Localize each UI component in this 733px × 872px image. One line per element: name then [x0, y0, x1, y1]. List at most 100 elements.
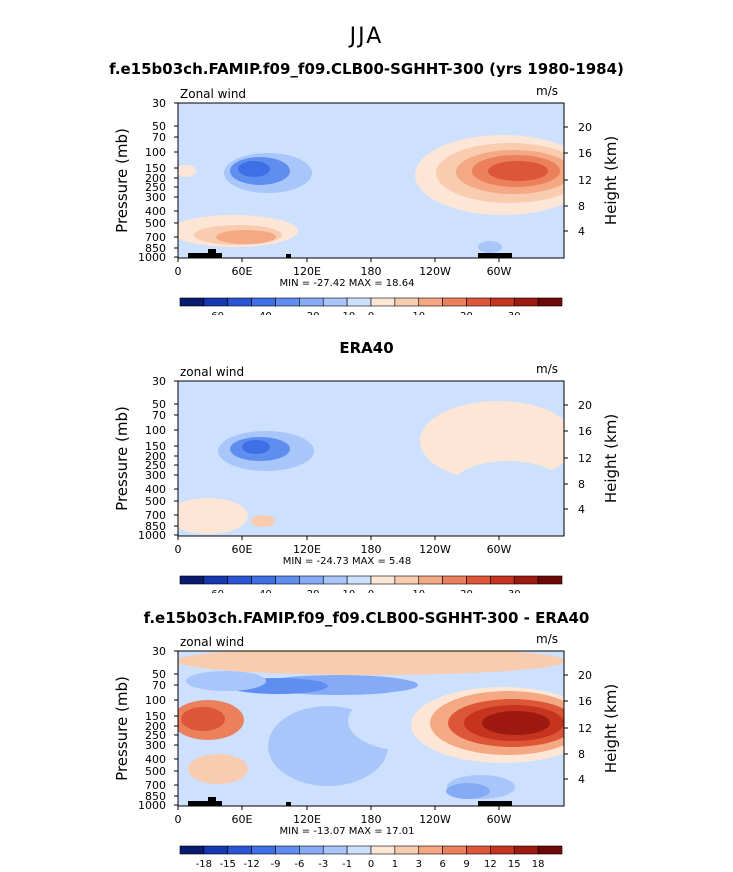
colorbar-swatch	[490, 575, 515, 585]
y2-tick-label: 4	[578, 503, 585, 516]
colorbar-swatch	[394, 575, 420, 585]
x-tick-label: 120W	[419, 543, 451, 556]
colorbar-swatch	[513, 297, 539, 307]
colorbar-label: 10	[412, 589, 425, 593]
y-tick-label: 500	[145, 495, 166, 508]
y2-tick-label: 4	[578, 773, 585, 786]
colorbar-swatch	[251, 575, 276, 585]
colorbar-swatch	[394, 297, 420, 307]
colorbar-swatch	[394, 845, 420, 855]
colorbar-swatch	[490, 297, 515, 307]
min-max-stats: MIN = -24.73 MAX = 5.48	[283, 556, 412, 567]
colorbar-swatch	[418, 575, 443, 585]
x-tick-label: 120W	[419, 813, 451, 826]
colorbar-label: -1	[342, 859, 352, 870]
colorbar-swatch	[322, 845, 348, 855]
colorbar-swatch	[251, 845, 276, 855]
colorbar-swatch	[442, 297, 467, 307]
colorbar-swatch	[227, 845, 252, 855]
y-tick-label: 70	[152, 409, 166, 422]
panel-1-title: f.e15b03ch.FAMIP.f09_f09.CLB00-SGHHT-300…	[109, 60, 624, 78]
colorbar-label: -15	[220, 859, 236, 870]
colorbar-label: -40	[255, 311, 271, 315]
colorbar-swatch	[490, 845, 515, 855]
topography	[208, 797, 216, 802]
y2-axis-title: Height (km)	[602, 136, 620, 225]
topography	[478, 801, 512, 806]
y2-tick-label: 12	[578, 722, 592, 735]
y2-tick-label: 8	[578, 200, 585, 213]
colorbar-label: 0	[368, 589, 374, 593]
y-tick-label: 100	[145, 694, 166, 707]
colorbar-label: 30	[508, 311, 521, 315]
colorbar-label: -3	[318, 859, 328, 870]
y-tick-label: 300	[145, 191, 166, 204]
y-tick-label: 30	[152, 97, 166, 110]
y-tick-label: 50	[152, 668, 166, 681]
y-tick-label: 300	[145, 739, 166, 752]
colorbar-swatch	[370, 845, 396, 855]
colorbar-label: 6	[439, 859, 445, 870]
colorbar-label: 18	[532, 859, 545, 870]
y2-tick-label: 16	[578, 695, 592, 708]
colorbar-label: 15	[508, 859, 521, 870]
y2-tick-label: 20	[578, 121, 592, 134]
y-tick-label: 150	[145, 440, 166, 453]
min-max-stats: MIN = -13.07 MAX = 17.01	[280, 826, 415, 837]
y-tick-label: 150	[145, 162, 166, 175]
y-tick-label: 200	[145, 450, 166, 463]
colorbar-swatch	[299, 297, 324, 307]
contour-region	[216, 230, 276, 244]
y-tick-label: 150	[145, 710, 166, 723]
colorbar-label: 20	[460, 589, 473, 593]
x-tick-label: 180	[361, 813, 382, 826]
y-tick-label: 850	[145, 520, 166, 533]
colorbar-label: 10	[412, 311, 425, 315]
y-tick-label: 400	[145, 205, 166, 218]
colorbar-swatch	[537, 845, 563, 855]
colorbar-swatch	[537, 297, 563, 307]
x-tick-label: 60E	[232, 813, 253, 826]
colorbar-label: 0	[368, 311, 374, 315]
units-label: m/s	[536, 84, 558, 98]
chart-panel-3: zonal wind m/s305070100150200250300400500…	[113, 632, 620, 870]
topography	[286, 254, 291, 258]
y-tick-label: 1000	[138, 529, 166, 542]
contour-region	[478, 241, 502, 253]
y-tick-label: 300	[145, 469, 166, 482]
y-tick-label: 50	[152, 120, 166, 133]
y2-tick-label: 20	[578, 669, 592, 682]
chart-panel-2: zonal wind m/s305070100150200250300400500…	[113, 362, 620, 593]
colorbar-label: -9	[271, 859, 281, 870]
colorbar-label: -10	[339, 589, 355, 593]
y-tick-label: 700	[145, 231, 166, 244]
colorbar-swatch	[251, 297, 276, 307]
contour-region	[178, 651, 564, 675]
colorbar-swatch	[322, 575, 348, 585]
panel-2-title: ERA40	[339, 339, 394, 357]
colorbar-label: -10	[339, 311, 355, 315]
y-tick-label: 400	[145, 483, 166, 496]
y-tick-label: 500	[145, 765, 166, 778]
min-max-stats: MIN = -27.42 MAX = 18.64	[280, 278, 415, 289]
colorbar-swatch	[275, 575, 300, 585]
colorbar-swatch	[227, 297, 252, 307]
colorbar-swatch	[513, 845, 539, 855]
colorbar-label: 0	[368, 859, 374, 870]
contour-region	[178, 165, 196, 177]
contour-region	[238, 161, 270, 177]
x-tick-label: 120E	[293, 543, 321, 556]
x-tick-label: 60W	[487, 265, 512, 278]
contour-region	[488, 161, 548, 181]
colorbar-swatch	[322, 297, 348, 307]
colorbar-swatch	[203, 575, 229, 585]
y2-tick-label: 12	[578, 452, 592, 465]
contour-region	[446, 783, 490, 799]
colorbar-swatch	[346, 575, 372, 585]
colorbar-swatch	[203, 845, 229, 855]
y-tick-label: 500	[145, 217, 166, 230]
contour-region	[251, 515, 275, 527]
contour-region	[178, 498, 248, 534]
y-tick-label: 70	[152, 679, 166, 692]
x-tick-label: 60W	[487, 813, 512, 826]
